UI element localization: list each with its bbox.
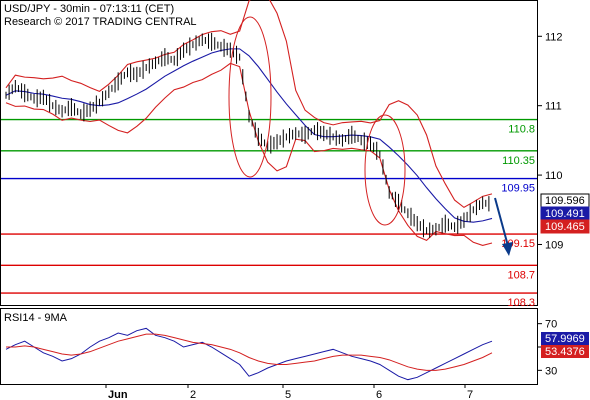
chart-title: USD/JPY - 30min - 07:13:11 (CET) xyxy=(4,3,174,15)
lower-band xyxy=(5,62,493,247)
rsi-tick-label-0: 70 xyxy=(545,319,557,331)
rsi-tag-1 xyxy=(541,345,589,358)
rsi-lines xyxy=(5,327,493,381)
price-tick-label-0: 112 xyxy=(545,31,563,43)
price-tick-label-2: 110 xyxy=(545,170,563,182)
chart-subtitle: Research © 2017 TRADING CENTRAL xyxy=(4,16,197,28)
bollinger-bands xyxy=(5,0,493,247)
time-tick-label-3: 6 xyxy=(376,389,382,400)
rsi-panel-frame xyxy=(0,308,538,385)
time-axis-ticks: Jun 2 5 6 7 xyxy=(105,384,473,400)
level-label-5: 108.3 xyxy=(507,297,535,309)
price-axis-ticks: 112 111 110 109 xyxy=(538,31,563,251)
time-tick-label-4: 7 xyxy=(467,389,473,400)
rsi-title: RSI14 - 9MA xyxy=(4,312,68,324)
marker-ellipse-0 xyxy=(228,16,272,178)
sma-line xyxy=(5,48,493,223)
rsi-tick-label-2: 30 xyxy=(545,365,557,377)
rsi-tag-label-1: 53.4376 xyxy=(545,346,585,358)
time-tick-label-0: Jun xyxy=(108,389,128,400)
price-tick-label-3: 109 xyxy=(545,239,563,251)
level-label-4: 108.7 xyxy=(507,269,535,281)
rsi-ma-line xyxy=(6,333,493,371)
price-tick-label-1: 111 xyxy=(545,101,562,113)
forecast-arrow xyxy=(494,197,509,247)
level-label-1: 110.35 xyxy=(502,155,535,167)
rsi-tag-label-0: 57.9969 xyxy=(545,333,585,345)
rsi-tag-0 xyxy=(541,332,589,345)
price-tag-label-0: 109.596 xyxy=(545,195,585,207)
time-tick-label-2: 5 xyxy=(285,389,291,400)
forecast-arrowhead xyxy=(502,242,513,256)
main-panel-frame xyxy=(0,0,538,306)
price-tag-label-2: 109.465 xyxy=(545,221,585,233)
price-tag-label-1: 109.491 xyxy=(545,208,585,220)
annotation-ellipses xyxy=(228,16,513,256)
moving-average-line xyxy=(5,48,493,223)
level-label-0: 110.8 xyxy=(508,124,535,136)
price-tag-2 xyxy=(540,219,590,234)
upper-band xyxy=(5,0,493,209)
price-bars xyxy=(5,32,490,238)
time-tick-label-1: 2 xyxy=(190,389,196,400)
level-label-2: 109.95 xyxy=(501,183,535,195)
marker-ellipse-1 xyxy=(364,114,406,226)
rsi-line xyxy=(5,327,493,381)
